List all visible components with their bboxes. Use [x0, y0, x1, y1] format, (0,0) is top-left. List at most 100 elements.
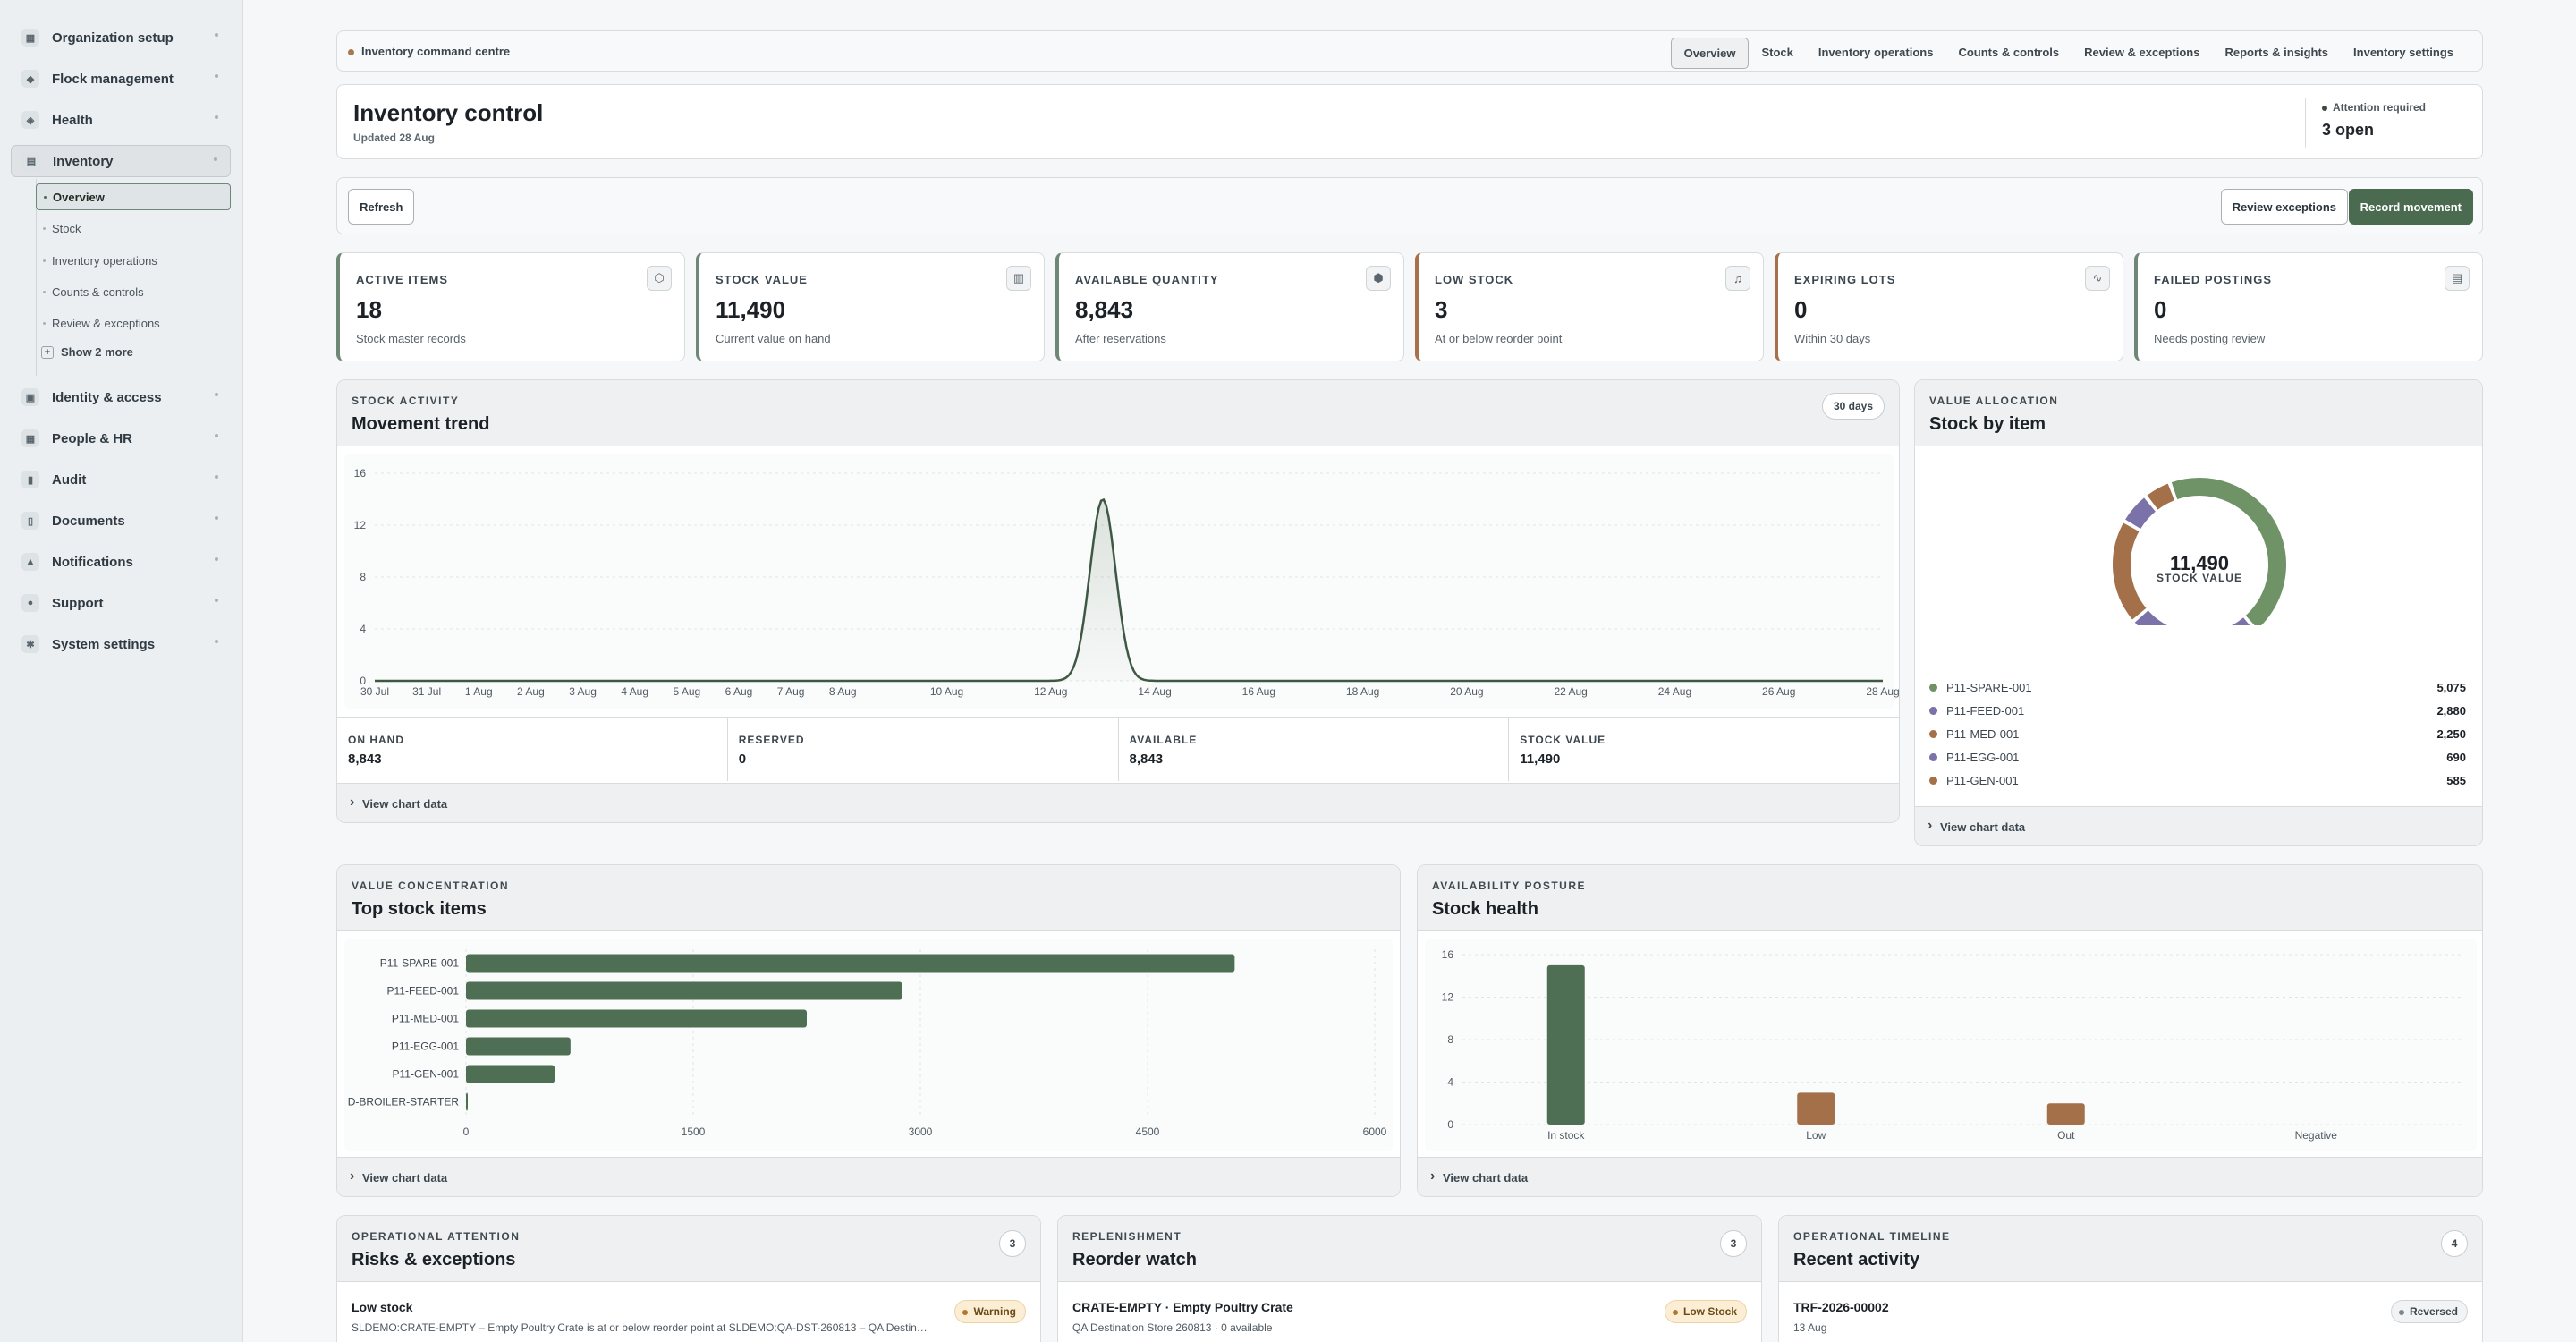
kpi-label: STOCK VALUE	[716, 273, 808, 286]
row-description: 13 Aug	[1793, 1321, 1827, 1334]
list-item[interactable]: Low stock SLDEMO:CRATE-EMPTY – Empty Pou…	[352, 1300, 1026, 1334]
donut-slice	[2113, 522, 2147, 620]
help-icon: ●	[21, 594, 39, 612]
x-tick-label: Low	[1806, 1129, 1826, 1142]
chevron-up-icon	[214, 157, 217, 161]
view-chart-data-link[interactable]: View chart data	[1418, 1157, 2482, 1196]
category-label: P11-SPARE-001	[380, 957, 460, 970]
view-chart-data-link[interactable]: View chart data	[337, 783, 1899, 822]
view-chart-data-link[interactable]: View chart data	[1915, 806, 2482, 845]
nav-notifications[interactable]: ▲ Notifications	[11, 546, 231, 578]
subnav-review-exceptions[interactable]: Review & exceptions	[36, 310, 231, 336]
x-tick-label: 30 Jul	[360, 685, 389, 698]
nav-organization-setup[interactable]: ▦ Organization setup	[11, 21, 231, 54]
stock-health-panel: AVAILABILITY POSTURE Stock health 0 4 8 12 1…	[1417, 864, 2483, 1197]
file-icon: ▤	[2445, 266, 2470, 291]
subnav-stock[interactable]: Stock	[36, 216, 231, 241]
x-tick-label: 24 Aug	[1658, 685, 1691, 698]
stat-stock-value: STOCK VALUE 11,490	[1509, 718, 1899, 781]
legend-value: 585	[2446, 774, 2466, 787]
attention-summary[interactable]: Attention required 3 open	[2305, 98, 2466, 148]
legend-swatch	[1929, 753, 1937, 761]
stat-label: RESERVED	[738, 734, 805, 746]
record-movement-button[interactable]: Record movement	[2348, 189, 2473, 225]
legend-value: 2,250	[2436, 727, 2466, 741]
box-icon: ▤	[22, 152, 40, 170]
legend-swatch	[1929, 777, 1937, 785]
x-tick-label: 2 Aug	[517, 685, 545, 698]
trend-line	[375, 497, 1883, 683]
x-tick-label: 14 Aug	[1138, 685, 1171, 698]
nav-health[interactable]: ◈ Health	[11, 104, 231, 136]
nav-documents[interactable]: ▯ Documents	[11, 505, 231, 537]
chevron-icon	[215, 33, 218, 37]
kpi-subtext: Current value on hand	[716, 332, 831, 345]
range-selector[interactable]: 30 days	[1821, 393, 1885, 420]
y-tick-label: 12	[1442, 991, 1454, 1004]
plus-icon: +	[41, 345, 54, 359]
legend-label: P11-MED-001	[1946, 727, 2020, 741]
nav-identity-access[interactable]: ▣ Identity & access	[11, 381, 231, 413]
tab-overview[interactable]: Overview	[1670, 38, 1750, 69]
panel-eyebrow: VALUE CONCENTRATION	[352, 879, 510, 892]
donut-slice	[2147, 483, 2175, 510]
donut-center-value: 11,490	[2169, 552, 2230, 574]
show-more-button[interactable]: + Show 2 more	[41, 345, 133, 359]
x-tick-label: Negative	[2295, 1129, 2338, 1142]
review-exceptions-button[interactable]: Review exceptions	[2220, 189, 2348, 225]
kpi-subtext: After reservations	[1075, 332, 1166, 345]
y-tick-label: 16	[1442, 948, 1454, 961]
tab-stock[interactable]: Stock	[1761, 46, 1793, 59]
tab-review-exceptions[interactable]: Review & exceptions	[2084, 46, 2200, 59]
tab-reports-insights[interactable]: Reports & insights	[2224, 46, 2329, 59]
nav-people-hr[interactable]: ▦ People & HR	[11, 422, 231, 454]
x-tick-label: 20 Aug	[1450, 685, 1483, 698]
kpi-value: 3	[1435, 296, 1448, 323]
row-title: TRF-2026-00002	[1793, 1300, 1889, 1314]
bell-icon: ♫	[1725, 266, 1750, 291]
nav-flock-management[interactable]: ◆ Flock management	[11, 63, 231, 95]
nav-system-settings[interactable]: ✱ System settings	[11, 628, 231, 660]
count-badge: 3	[999, 1230, 1026, 1257]
kpi-stock-value[interactable]: STOCK VALUE 11,490 Current value on hand…	[696, 252, 1045, 361]
x-tick-label: 28 Aug	[1866, 685, 1899, 698]
list-item[interactable]: CRATE-EMPTY · Empty Poultry Crate QA Des…	[1072, 1300, 1747, 1334]
nav-support[interactable]: ● Support	[11, 587, 231, 619]
nav-inventory[interactable]: ▤ Inventory	[11, 145, 231, 177]
stock-summary: ON HAND 8,843 RESERVED 0 AVAILABLE 8,843 ST…	[337, 717, 1899, 781]
kpi-subtext: Needs posting review	[2154, 332, 2266, 345]
subnav-overview[interactable]: Overview	[36, 183, 231, 210]
tab-inventory-operations[interactable]: Inventory operations	[1818, 46, 1934, 59]
bar	[466, 954, 1235, 973]
y-tick-label: 16	[354, 467, 367, 480]
tab-inventory-settings[interactable]: Inventory settings	[2353, 46, 2453, 59]
panel-header: OPERATIONAL TIMELINE Recent activity 4	[1779, 1216, 2482, 1282]
bar	[466, 1037, 571, 1056]
y-tick-label: 8	[360, 571, 366, 583]
tab-counts-controls[interactable]: Counts & controls	[1958, 46, 2060, 59]
bar	[466, 981, 902, 1000]
donut-slice	[2125, 497, 2157, 530]
subnav-counts-controls[interactable]: Counts & controls	[36, 279, 231, 304]
legend-swatch	[1929, 730, 1937, 738]
list-item[interactable]: TRF-2026-00002 13 Aug Reversed	[1793, 1300, 2468, 1334]
panel-header: AVAILABILITY POSTURE Stock health	[1418, 865, 2482, 931]
nav-audit[interactable]: ▮ Audit	[11, 463, 231, 496]
kpi-available-quantity[interactable]: AVAILABLE QUANTITY 8,843 After reservati…	[1055, 252, 1404, 361]
kpi-label: EXPIRING LOTS	[1794, 273, 1896, 286]
kpi-active-items[interactable]: ACTIVE ITEMS 18 Stock master records ⬡	[336, 252, 685, 361]
refresh-button[interactable]: Refresh	[348, 189, 415, 225]
kpi-expiring-lots[interactable]: EXPIRING LOTS 0 Within 30 days ∿	[1775, 252, 2123, 361]
kpi-low-stock[interactable]: LOW STOCK 3 At or below reorder point ♫	[1415, 252, 1764, 361]
panel-title: Top stock items	[352, 899, 487, 919]
category-label: P11-GEN-001	[393, 1068, 460, 1081]
subnav-inventory-operations[interactable]: Inventory operations	[36, 248, 231, 273]
sidebar: ▦ Organization setup ◆ Flock management ◈ H…	[0, 0, 243, 1342]
stat-label: STOCK VALUE	[1520, 734, 1606, 746]
kpi-value: 8,843	[1075, 296, 1134, 323]
chevron-icon	[215, 516, 218, 520]
kpi-failed-postings[interactable]: FAILED POSTINGS 0 Needs posting review ▤	[2134, 252, 2483, 361]
panel-header: OPERATIONAL ATTENTION Risks & exceptions…	[337, 1216, 1040, 1282]
module-navbar: Inventory command centre Overview Stock …	[336, 30, 2483, 72]
view-chart-data-link[interactable]: View chart data	[337, 1157, 1400, 1196]
